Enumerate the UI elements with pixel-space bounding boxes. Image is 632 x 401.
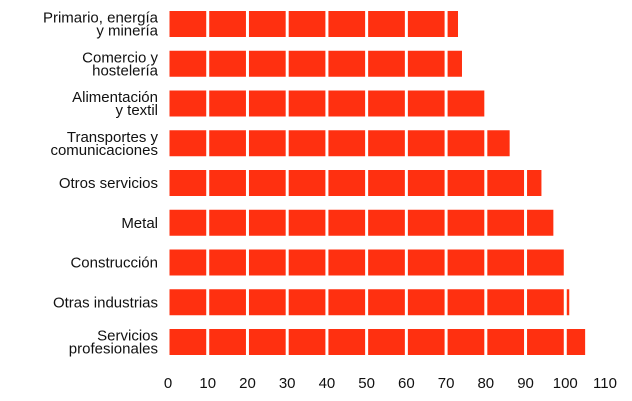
bar <box>168 329 586 355</box>
label-line: Otras industrias <box>53 294 158 311</box>
label-line: hostelería <box>92 62 159 79</box>
label-line: comunicaciones <box>50 142 158 159</box>
label-line: Transportes y <box>67 129 159 146</box>
x-tick-label: 80 <box>477 375 494 392</box>
y-tick-label: Comercio y hostelería <box>82 49 159 79</box>
x-tick-label: 20 <box>239 375 256 392</box>
label-line: Construcción <box>70 255 158 272</box>
y-tick-label: Metal <box>121 215 158 232</box>
x-tick-label: 10 <box>199 375 216 392</box>
label-line: y minería <box>96 23 158 40</box>
y-tick-label: Primario, energía y minería <box>43 10 159 40</box>
label-line: profesionales <box>69 341 158 358</box>
x-tick-label: 40 <box>319 375 336 392</box>
bar <box>168 11 459 37</box>
label-line: Servicios <box>97 328 158 345</box>
x-tick-label: 30 <box>279 375 296 392</box>
y-tick-label: Otras industrias <box>53 294 158 311</box>
y-tick-label: Transportes y comunicaciones <box>50 129 158 159</box>
x-tick-label: 60 <box>398 375 415 392</box>
y-tick-label: Otros servicios <box>59 175 158 192</box>
label-line: Primario, energía <box>43 10 159 27</box>
label-line: Metal <box>121 215 158 232</box>
bar <box>168 289 570 316</box>
label-line: Comercio y <box>82 49 158 66</box>
x-tick-label: 70 <box>438 375 455 392</box>
x-tick-label: 90 <box>517 375 534 392</box>
bar <box>168 209 554 236</box>
x-tick-label: 100 <box>553 375 578 392</box>
bar <box>168 170 542 196</box>
bar <box>168 50 462 77</box>
x-tick-label: 0 <box>164 375 172 392</box>
y-tick-label: Servicios profesionales <box>69 328 158 358</box>
label-line: Alimentación <box>72 89 158 106</box>
label-line: Otros servicios <box>59 175 158 192</box>
x-tick-label: 50 <box>358 375 375 392</box>
bar <box>168 130 510 157</box>
y-tick-label: Alimentación y textil <box>72 89 158 119</box>
x-tick-label: 110 <box>593 375 617 392</box>
label-line: y textil <box>115 102 158 119</box>
y-tick-label: Construcción <box>70 255 158 272</box>
